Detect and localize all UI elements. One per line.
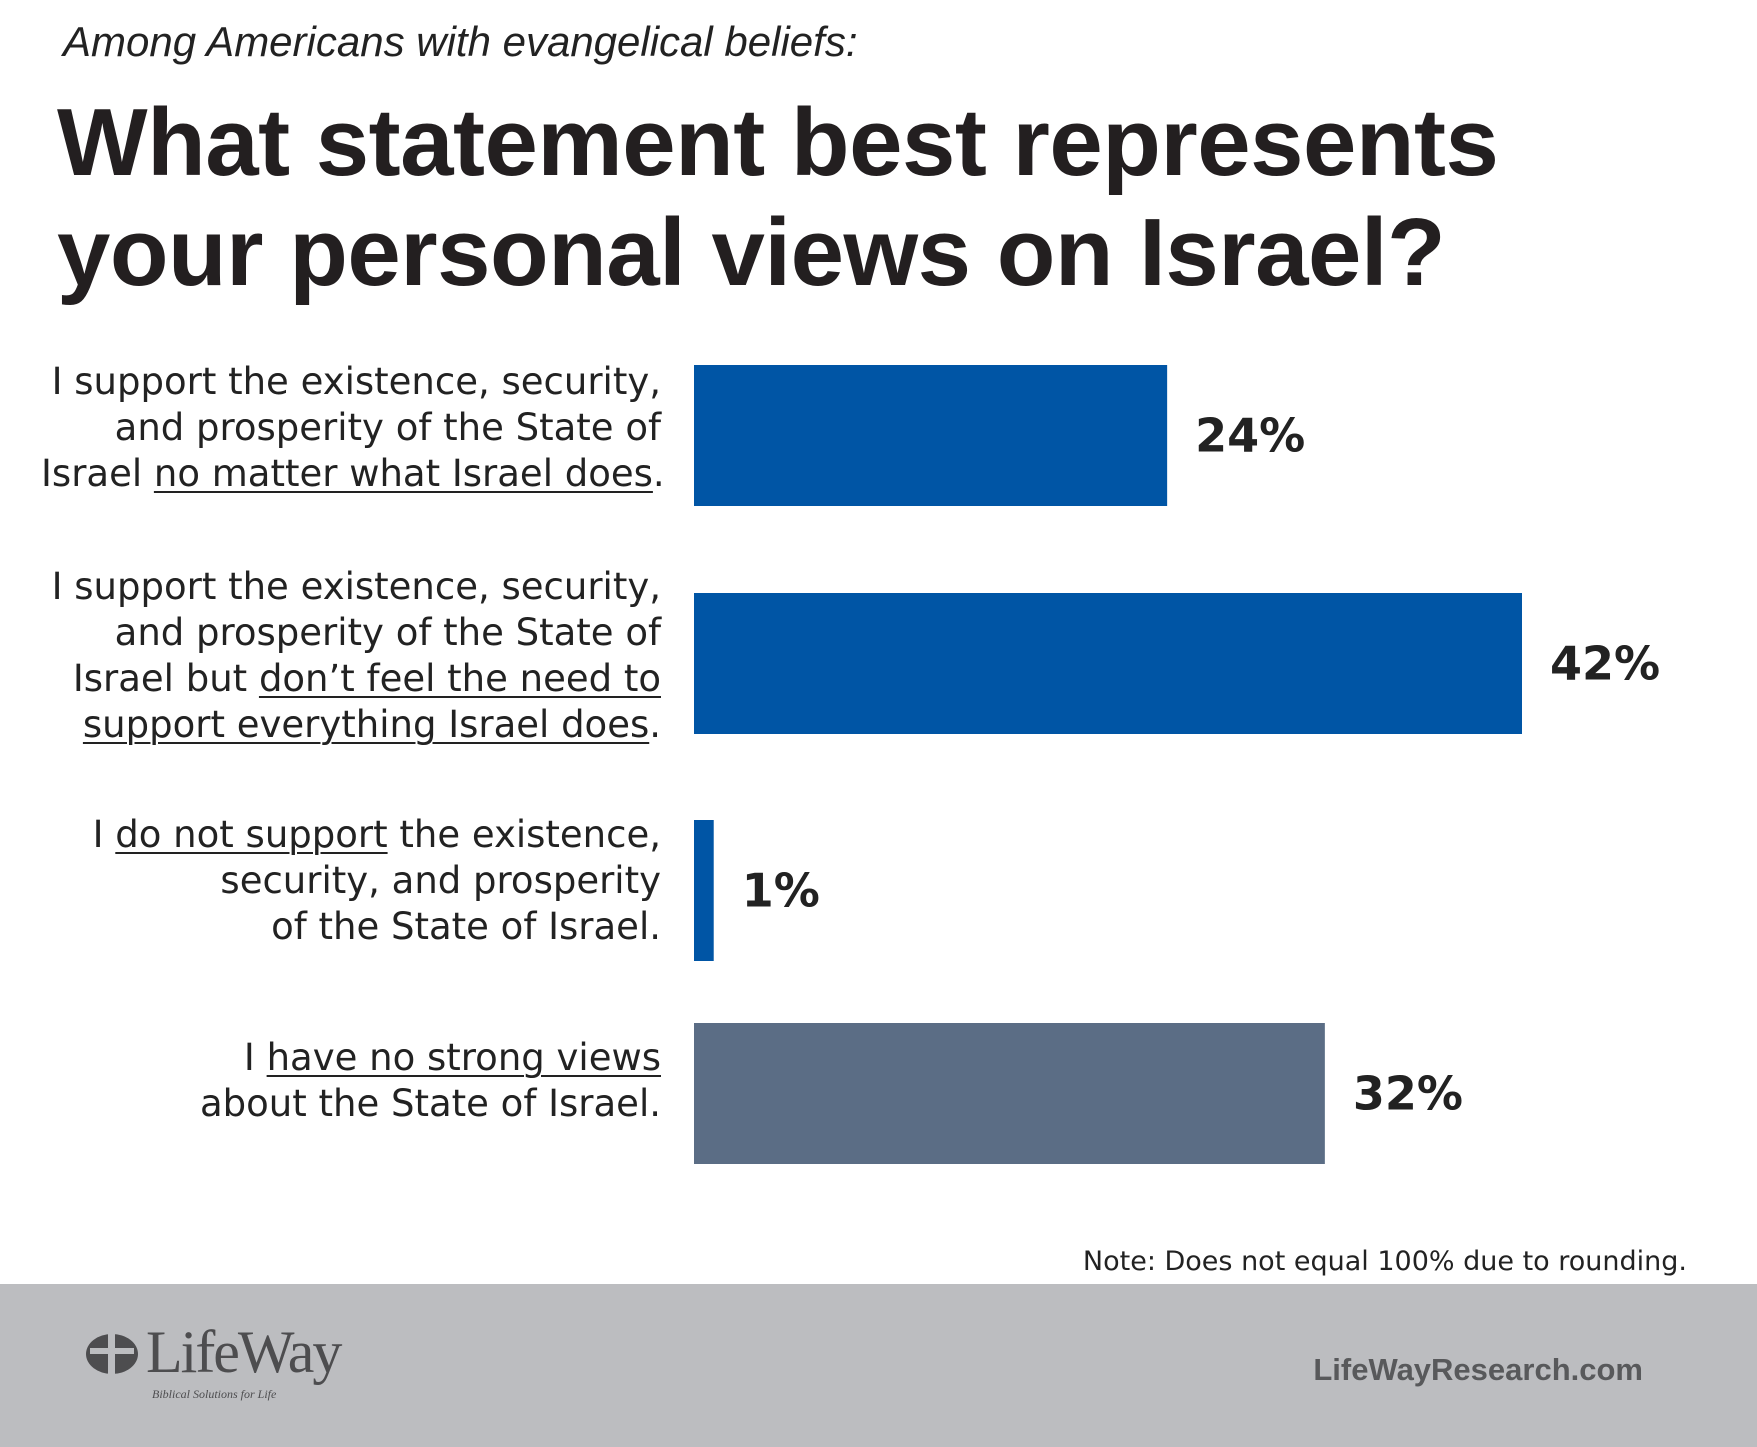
category-label-2: I support the existence, security, and pr…: [41, 564, 661, 748]
value-label-4: 32%: [1353, 1067, 1463, 1121]
category-label-line: Israel no matter what Israel does.: [41, 452, 665, 495]
footer-band: LifeWay Biblical Solutions for Life Life…: [0, 1284, 1757, 1447]
label-text: of the State of Israel.: [271, 905, 661, 948]
chart-title-line-2: your personal views on Israel?: [57, 199, 1446, 306]
label-text: about the State of Israel.: [199, 1082, 661, 1125]
label-text: I support the existence, security,: [51, 565, 661, 608]
emphasis-underline: do not support: [115, 813, 388, 856]
chart-title-line-1: What statement best represents: [57, 89, 1499, 196]
label-text: I: [92, 813, 116, 856]
label-text: Israel: [41, 452, 154, 495]
category-label-line: support everything Israel does.: [83, 703, 661, 746]
emphasis-underline: support everything Israel does: [82, 703, 650, 746]
emphasis-underline: no matter what Israel does: [153, 452, 653, 495]
category-label-line: I have no strong views: [244, 1036, 661, 1079]
label-text: I support the existence, security,: [51, 360, 661, 403]
label-text: Israel but: [72, 657, 259, 700]
category-label-line: security, and prosperity: [220, 859, 661, 902]
label-text: and prosperity of the State of: [114, 611, 661, 654]
category-label-line: I do not support the existence,: [93, 813, 661, 856]
value-label-1: 24%: [1195, 409, 1305, 463]
website-link[interactable]: LifeWayResearch.com: [1313, 1352, 1643, 1387]
lifeway-logo: LifeWay Biblical Solutions for Life: [86, 1318, 346, 1418]
chart-title: What statement best represents your pers…: [57, 88, 1499, 308]
label-text: .: [649, 703, 661, 746]
category-label-line: about the State of Israel.: [200, 1082, 661, 1125]
category-label-line: Israel but don’t feel the need to: [73, 657, 661, 700]
category-label-4: I have no strong views about the State of…: [41, 1035, 661, 1127]
bar-3: [694, 820, 714, 961]
category-label-3: I do not support the existence, security,…: [41, 812, 661, 950]
emphasis-underline: have no strong views: [266, 1036, 661, 1079]
bar-chart: 24% 42% 1% 32%: [694, 365, 1660, 1164]
category-label-line: I support the existence, security,: [52, 360, 661, 403]
category-label-line: of the State of Israel.: [271, 905, 661, 948]
bar-4: [694, 1023, 1325, 1164]
rounding-note: Note: Does not equal 100% due to roundin…: [1082, 1246, 1687, 1277]
value-label-3: 1%: [742, 864, 820, 918]
logo-tagline: Biblical Solutions for Life: [152, 1387, 277, 1401]
bar-2: [694, 593, 1522, 734]
chart-subtitle: Among Americans with evangelical beliefs…: [63, 18, 858, 65]
label-text: .: [652, 452, 665, 495]
category-label-1: I support the existence, security, and pr…: [41, 359, 665, 497]
bar-1: [694, 365, 1168, 506]
label-text: I: [243, 1036, 267, 1079]
emphasis-underline: don’t feel the need to: [258, 657, 661, 700]
lifeway-mark-icon: [86, 1332, 138, 1376]
label-text: security, and prosperity: [220, 859, 661, 902]
logo-wordmark: LifeWay: [146, 1319, 342, 1385]
value-label-2: 42%: [1550, 637, 1660, 691]
label-text: the existence,: [387, 813, 661, 856]
category-label-line: and prosperity of the State of: [115, 611, 661, 654]
category-label-line: and prosperity of the State of: [115, 406, 661, 449]
label-text: and prosperity of the State of: [114, 406, 661, 449]
category-label-line: I support the existence, security,: [52, 565, 661, 608]
